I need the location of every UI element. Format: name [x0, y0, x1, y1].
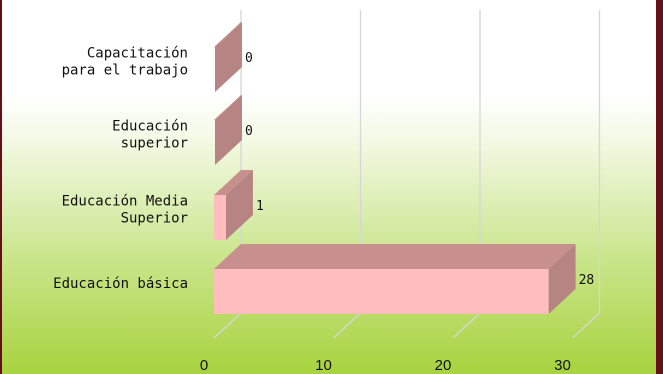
- bar-front-face-2: [214, 195, 226, 240]
- category-label-0-line-1: para el trabajo: [62, 63, 188, 79]
- bar-end-face-2: [225, 170, 253, 240]
- floor-grid-line-3: [572, 312, 600, 339]
- x-tick-label-2: 20: [435, 357, 452, 374]
- x-tick-label-3: 30: [554, 357, 571, 374]
- bar-value-label-3: 28: [579, 273, 595, 288]
- x-tick-label-1: 10: [315, 357, 332, 374]
- category-label-2-line-0: Educación Media: [62, 194, 188, 210]
- category-label-3-line-0: Educación básica: [53, 276, 188, 292]
- category-label-1-line-1: superior: [121, 136, 188, 152]
- bar-value-label-0: 0: [245, 51, 253, 66]
- bar-value-label-1: 0: [245, 124, 253, 139]
- floor-grid-line-1: [333, 312, 361, 339]
- bar-end-face-3: [548, 244, 576, 314]
- floor-grid-line-2: [452, 312, 481, 339]
- bar-top-face-2: [214, 170, 253, 195]
- bar-top-face-1: [214, 95, 242, 120]
- category-label-2-line-1: Superior: [121, 211, 188, 227]
- bar-end-face-1: [215, 95, 242, 165]
- bar-end-face-0: [215, 22, 242, 92]
- category-label-1-line-0: Educación: [112, 119, 188, 135]
- bar-front-face-3: [214, 269, 549, 314]
- bar-value-label-2: 1: [256, 199, 264, 214]
- x-tick-label-0: 0: [200, 357, 208, 374]
- floor-grid-line-0: [213, 312, 242, 339]
- bar-top-face-3: [214, 244, 576, 269]
- bar-top-face-0: [214, 22, 242, 47]
- category-label-0-line-0: Capacitación: [87, 46, 188, 62]
